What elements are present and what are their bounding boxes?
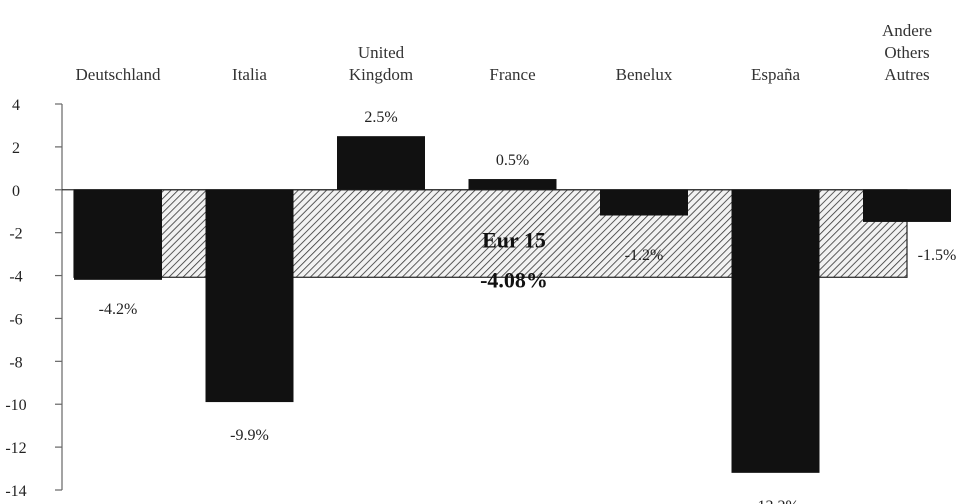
bar [205,189,294,403]
y-tick-label: -6 [9,311,22,328]
category-label: Kingdom [349,65,413,84]
category-label: United [358,43,405,62]
bar [74,189,162,280]
y-tick-label: 4 [12,97,20,114]
y-tick-label: 2 [12,140,20,157]
bar [468,179,557,190]
bar [600,189,688,216]
y-tick-label: -12 [5,440,26,457]
category-label: Others [884,43,929,62]
category-label: Deutschland [76,65,161,84]
data-label: -1.5% [918,247,957,264]
bar [863,189,951,222]
data-label: 2.5% [364,109,397,126]
data-label: 0.5% [496,152,529,169]
y-tick-label: -10 [5,397,26,414]
y-tick-label: 0 [12,183,20,200]
reference-name: Eur 15 [482,228,546,253]
data-label: -13.2% [752,498,799,504]
data-label: -1.2% [625,247,664,264]
category-label: España [751,65,801,84]
bar [337,136,425,190]
data-label: -9.9% [230,427,269,444]
reference-value-label: -4.08% [480,267,548,292]
y-tick-label: -8 [9,354,22,371]
y-tick-label: -2 [9,226,22,243]
bar [731,189,820,473]
category-label: Benelux [616,65,673,84]
data-label: -4.2% [99,301,138,318]
category-label: Italia [232,65,267,84]
y-tick-label: -4 [9,269,22,286]
y-tick-label: -14 [5,483,26,500]
category-label: Andere [882,21,932,40]
category-label: France [489,65,535,84]
category-label: Autres [884,65,929,84]
